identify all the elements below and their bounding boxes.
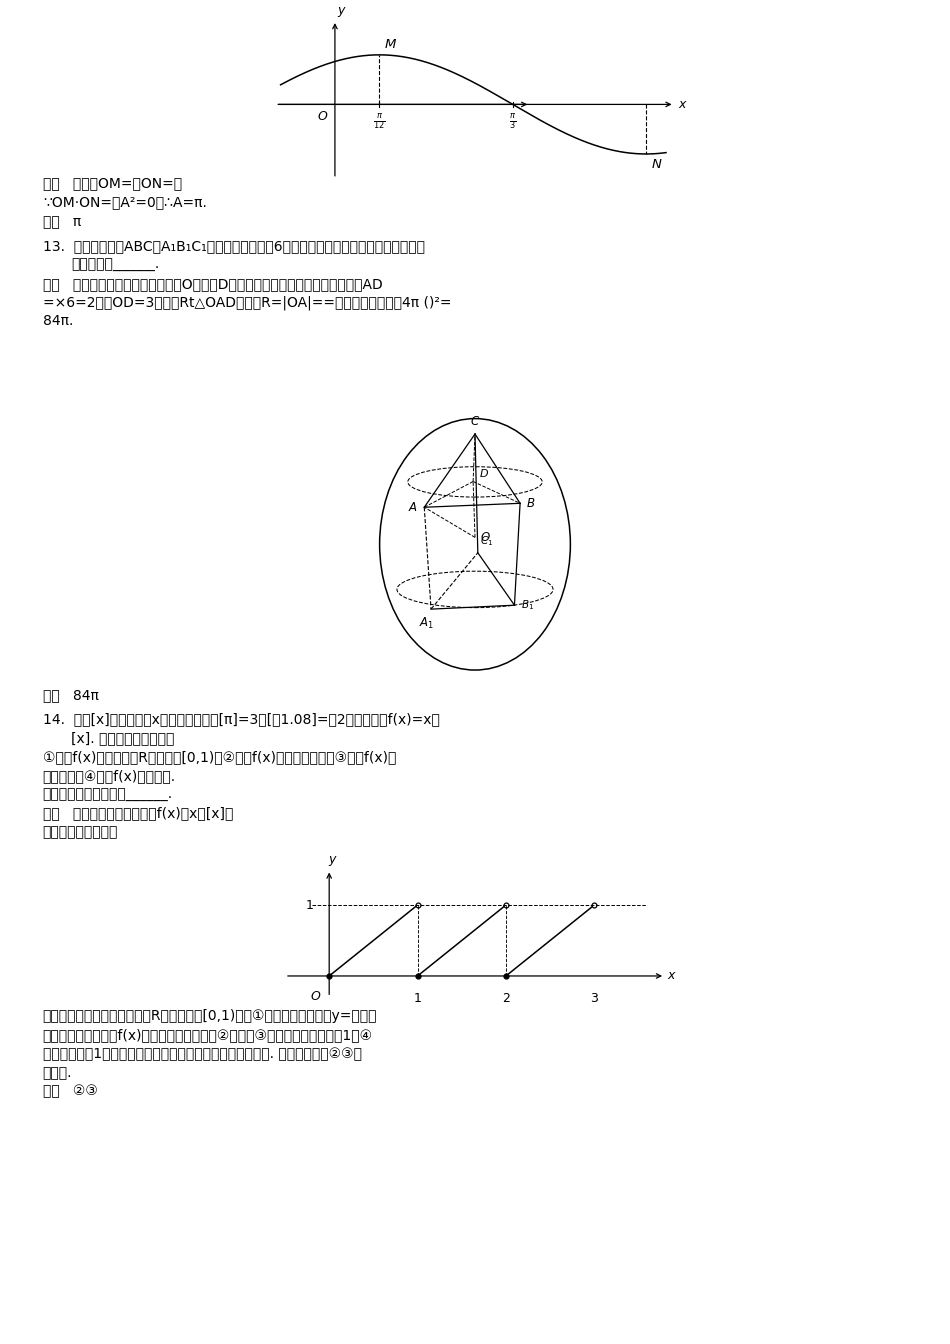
Text: 多个交点，因此方程f(x)＝有无穷多个解，故②正确；③由图象知函数周期为1；④: 多个交点，因此方程f(x)＝有无穷多个解，故②正确；③由图象知函数周期为1；④ (43, 1028, 372, 1042)
Text: =×6=2，又OD=3，故在Rt△OAD中可得R=|OA|==，故球的表面积为4π ()²=: =×6=2，又OD=3，故在Rt△OAD中可得R=|OA|==，故球的表面积为4… (43, 296, 451, 310)
Text: $x$: $x$ (678, 98, 688, 112)
Text: $M$: $M$ (385, 38, 397, 51)
Text: 观察图象可得函数的定义域为R，值域应为[0,1)，故①错；又图象与直线y=有无穷: 观察图象可得函数的定义域为R，值域应为[0,1)，故①错；又图象与直线y=有无穷 (43, 1009, 377, 1023)
Text: $C$: $C$ (470, 415, 480, 427)
Text: $A$: $A$ (408, 501, 418, 513)
Text: $C_1$: $C_1$ (480, 535, 493, 548)
Text: $N$: $N$ (651, 159, 663, 171)
Text: 答案   84π: 答案 84π (43, 688, 99, 702)
Text: 表面积等于______.: 表面积等于______. (71, 258, 160, 271)
Text: $y$: $y$ (328, 855, 337, 868)
Text: 如图为其部分图象，: 如图为其部分图象， (43, 825, 118, 839)
Text: 其中正确命题的序号有______.: 其中正确命题的序号有______. (43, 788, 173, 801)
Text: 答案   ②③: 答案 ②③ (43, 1085, 98, 1098)
Text: 14.  符号[x]表示不超过x的最大整数，如[π]=3，[－1.08]=－2，定义函数f(x)=x－: 14. 符号[x]表示不超过x的最大整数，如[π]=3，[－1.08]=－2，定… (43, 712, 440, 726)
Text: $B$: $B$ (526, 497, 536, 509)
Text: 由于函数是以1为周期的函数，故函数在整个定义域上不单调. 综上可知命题②③是: 由于函数是以1为周期的函数，故函数在整个定义域上不单调. 综上可知命题②③是 (43, 1047, 362, 1060)
Text: 解析   据已知函数的定义可得f(x)＝x－[x]＝: 解析 据已知函数的定义可得f(x)＝x－[x]＝ (43, 806, 233, 820)
Text: $O$: $O$ (317, 110, 329, 124)
Text: ∵OM·ON=－A²=0，∴A=π.: ∵OM·ON=－A²=0，∴A=π. (43, 195, 207, 208)
Text: [x]. 给出下列四个命题：: [x]. 给出下列四个命题： (71, 731, 175, 745)
Text: $2$: $2$ (502, 992, 510, 1004)
Text: $D$: $D$ (479, 466, 489, 478)
Text: $O$: $O$ (311, 991, 322, 1003)
Text: 答案   π: 答案 π (43, 215, 81, 228)
Text: ①函数f(x)的定义域是R，值域为[0,1)；②方程f(x)＝有无数个解；③函数f(x)是: ①函数f(x)的定义域是R，值域为[0,1)；②方程f(x)＝有无数个解；③函数… (43, 750, 396, 763)
Text: $B_1$: $B_1$ (521, 598, 534, 612)
Text: 84π.: 84π. (43, 314, 73, 328)
Text: $3$: $3$ (590, 992, 598, 1004)
Text: $O$: $O$ (480, 531, 491, 544)
Text: $\frac{\pi}{3}$: $\frac{\pi}{3}$ (509, 113, 517, 133)
Text: $y$: $y$ (337, 5, 347, 19)
Text: $1$: $1$ (413, 992, 422, 1004)
Text: 周期函数；④函数f(x)是增函数.: 周期函数；④函数f(x)是增函数. (43, 769, 176, 782)
Text: $1$: $1$ (305, 899, 314, 911)
Text: $A_1$: $A_1$ (419, 616, 434, 632)
Text: $\frac{\pi}{12}$: $\frac{\pi}{12}$ (373, 113, 386, 133)
Text: 解析   由图知OM=，ON=，: 解析 由图知OM=，ON=， (43, 176, 181, 190)
Text: 解析   如图，三棱柱的外接球球心为O，其中D为上底面三角形外接圆的圆心，其中AD: 解析 如图，三棱柱的外接球球心为O，其中D为上底面三角形外接圆的圆心，其中AD (43, 277, 383, 290)
Text: 正确的.: 正确的. (43, 1066, 72, 1079)
Text: 13.  已知正三棱柱ABC－A₁B₁C₁的所有棱长都等于6，且各顶点都在同一球面上，则此球的: 13. 已知正三棱柱ABC－A₁B₁C₁的所有棱长都等于6，且各顶点都在同一球面… (43, 239, 425, 253)
Text: $x$: $x$ (667, 969, 676, 982)
